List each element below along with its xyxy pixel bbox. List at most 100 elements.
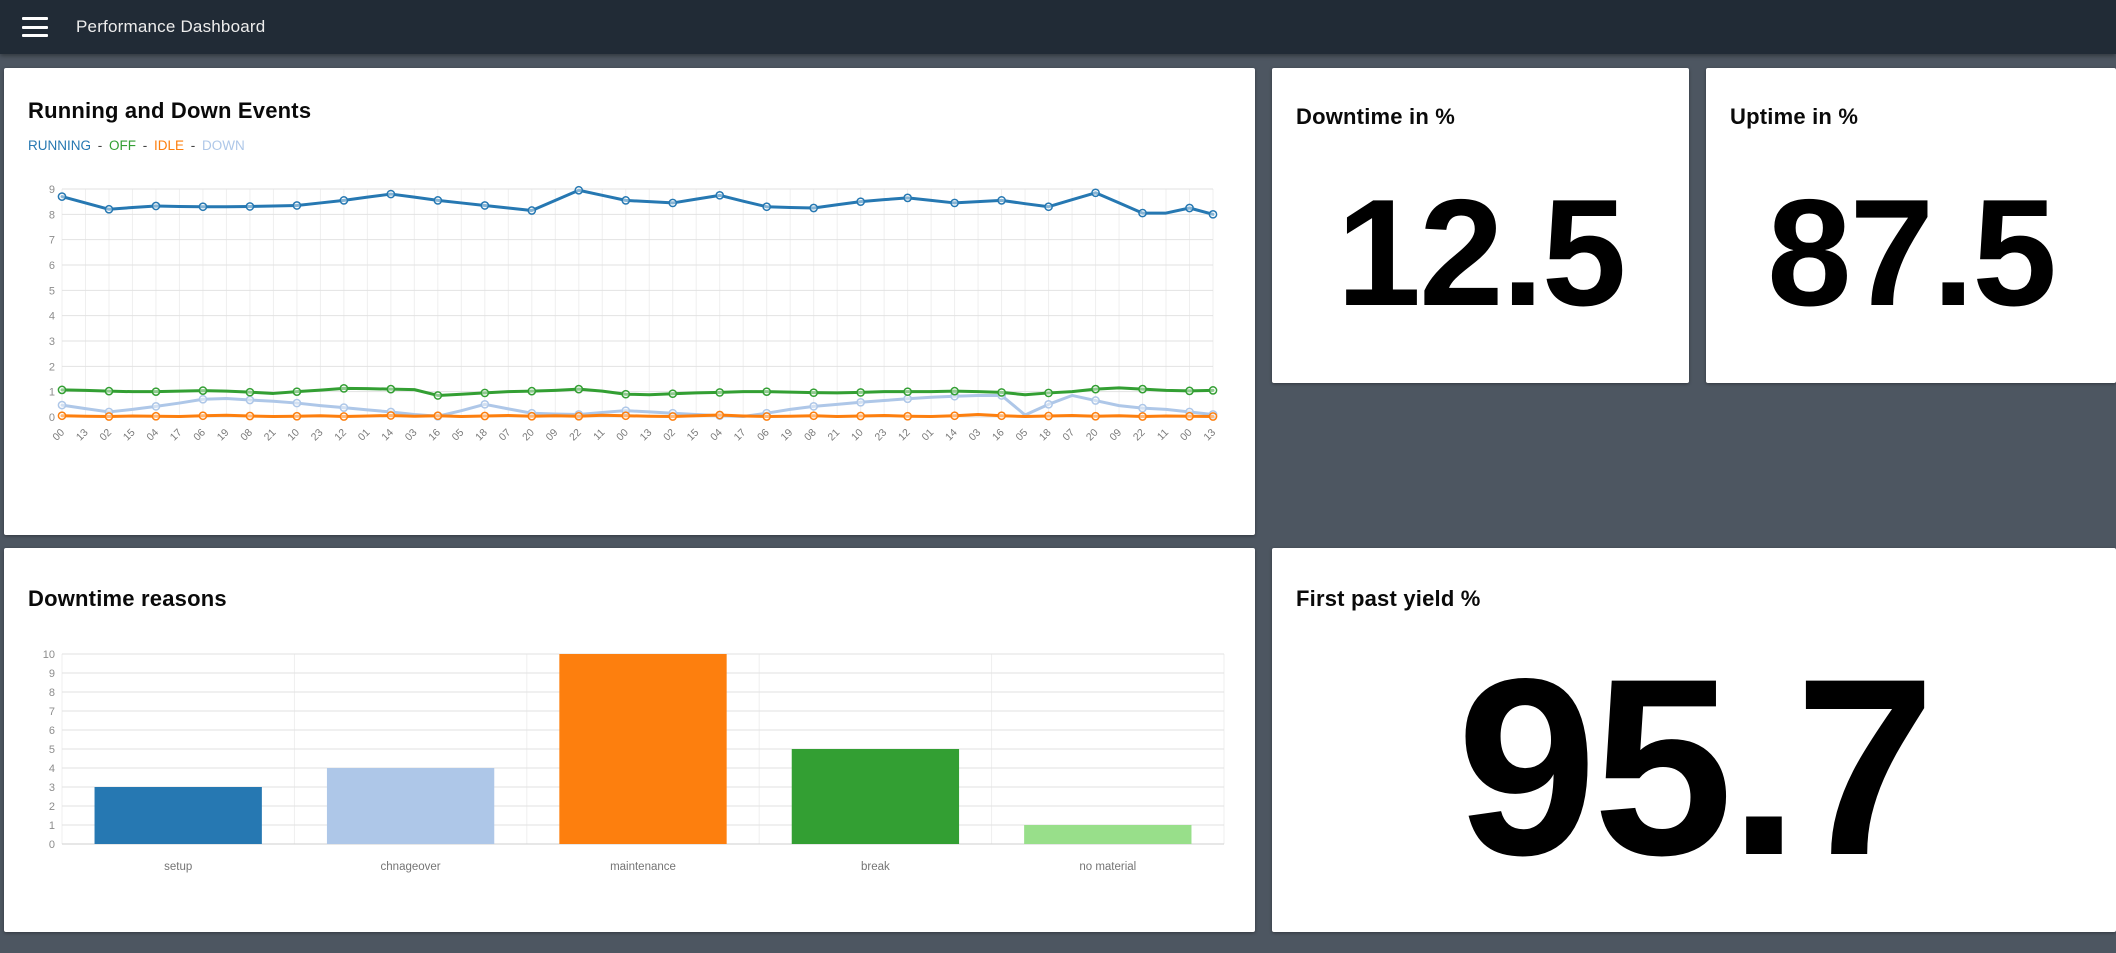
data-point-off[interactable] (903, 387, 912, 397)
data-point-idle[interactable] (621, 411, 631, 421)
legend-item-down[interactable]: DOWN (202, 138, 245, 153)
data-point-off[interactable] (151, 387, 161, 397)
data-point-down[interactable] (198, 394, 208, 404)
data-point-down[interactable] (480, 399, 490, 409)
data-point-down[interactable] (292, 398, 302, 408)
data-point-down[interactable] (1091, 396, 1100, 405)
data-point-idle[interactable] (151, 411, 161, 421)
data-point-running[interactable] (292, 201, 302, 210)
bar-break[interactable] (791, 749, 960, 844)
data-point-down[interactable] (1138, 403, 1147, 413)
data-point-running[interactable] (151, 201, 161, 211)
data-point-down[interactable] (903, 394, 912, 404)
hamburger-menu-icon[interactable] (22, 17, 48, 37)
data-point-off[interactable] (339, 384, 349, 393)
data-point-off[interactable] (245, 387, 255, 397)
data-point-running[interactable] (1208, 209, 1218, 219)
data-point-off[interactable] (574, 384, 584, 394)
data-point-running[interactable] (198, 202, 208, 212)
data-point-off[interactable] (1185, 386, 1194, 396)
data-point-off[interactable] (386, 384, 396, 394)
data-point-running[interactable] (1044, 202, 1053, 212)
data-point-running[interactable] (903, 193, 912, 203)
data-point-running[interactable] (527, 206, 537, 215)
data-point-running[interactable] (997, 196, 1006, 205)
data-point-off[interactable] (950, 386, 959, 396)
data-point-idle[interactable] (527, 411, 537, 421)
data-point-off[interactable] (292, 387, 302, 397)
data-point-running[interactable] (57, 192, 67, 201)
bar-setup[interactable] (94, 787, 262, 844)
data-point-off[interactable] (997, 388, 1006, 397)
data-point-running[interactable] (668, 198, 678, 208)
data-point-idle[interactable] (433, 411, 443, 421)
legend-item-off[interactable]: OFF (109, 138, 154, 153)
data-point-idle[interactable] (1044, 411, 1053, 421)
downtime-reasons-bar-chart[interactable]: 0 1 2 3 4 5 6 7 8 9 10 setup chnageover maintenance br… (28, 646, 1231, 900)
data-point-running[interactable] (433, 196, 443, 205)
data-point-down[interactable] (1044, 399, 1053, 409)
data-point-off[interactable] (433, 391, 443, 400)
bar-chnageover[interactable] (326, 768, 495, 844)
data-point-running[interactable] (386, 189, 396, 199)
legend-item-idle[interactable]: IDLE (154, 138, 202, 153)
data-point-off[interactable] (621, 389, 631, 399)
data-point-idle[interactable] (198, 411, 208, 421)
data-point-running[interactable] (715, 190, 725, 200)
data-point-running[interactable] (856, 197, 866, 207)
data-point-idle[interactable] (997, 411, 1006, 421)
data-point-idle[interactable] (386, 411, 396, 420)
data-point-off[interactable] (856, 388, 866, 397)
data-point-idle[interactable] (715, 410, 725, 420)
data-point-idle[interactable] (292, 411, 302, 421)
data-point-running[interactable] (480, 201, 490, 210)
data-point-off[interactable] (1208, 386, 1218, 395)
data-point-idle[interactable] (903, 411, 912, 421)
data-point-down[interactable] (856, 397, 866, 407)
data-point-off[interactable] (1138, 384, 1147, 394)
data-point-running[interactable] (950, 198, 959, 208)
data-point-running[interactable] (574, 185, 584, 195)
data-point-idle[interactable] (950, 411, 959, 421)
bar-maintenance[interactable] (559, 654, 727, 844)
data-point-running[interactable] (245, 202, 255, 211)
data-point-off[interactable] (1044, 388, 1053, 398)
data-point-running[interactable] (762, 202, 772, 212)
data-point-running[interactable] (1138, 208, 1147, 218)
data-point-running[interactable] (809, 203, 819, 213)
data-point-off[interactable] (480, 388, 490, 398)
data-point-running[interactable] (339, 196, 349, 205)
data-point-down[interactable] (57, 400, 67, 410)
data-point-idle[interactable] (1185, 411, 1194, 421)
data-point-off[interactable] (762, 387, 772, 397)
data-point-idle[interactable] (574, 411, 584, 421)
data-point-off[interactable] (57, 385, 67, 395)
bar-no-material[interactable] (1024, 825, 1192, 844)
data-point-idle[interactable] (668, 412, 678, 421)
data-point-down[interactable] (809, 402, 819, 411)
data-point-off[interactable] (809, 388, 819, 398)
data-point-off[interactable] (104, 386, 114, 396)
data-point-off[interactable] (668, 389, 678, 399)
data-point-down[interactable] (151, 402, 161, 411)
data-point-down[interactable] (339, 403, 349, 412)
data-point-idle[interactable] (339, 412, 349, 421)
data-point-idle[interactable] (856, 411, 866, 421)
legend-item-running[interactable]: RUNNING (28, 138, 109, 153)
data-point-idle[interactable] (480, 411, 490, 421)
data-point-off[interactable] (1091, 384, 1100, 394)
data-point-down[interactable] (245, 395, 255, 405)
data-point-running[interactable] (104, 204, 114, 214)
data-point-off[interactable] (198, 386, 208, 396)
data-point-idle[interactable] (1208, 412, 1218, 421)
data-point-idle[interactable] (1138, 412, 1147, 421)
data-point-idle[interactable] (245, 411, 255, 421)
data-point-off[interactable] (527, 386, 537, 396)
data-point-running[interactable] (1185, 203, 1194, 213)
data-point-idle[interactable] (809, 411, 819, 421)
data-point-running[interactable] (1091, 188, 1100, 198)
data-point-idle[interactable] (1091, 411, 1100, 421)
data-point-off[interactable] (715, 388, 725, 397)
data-point-idle[interactable] (104, 412, 114, 421)
